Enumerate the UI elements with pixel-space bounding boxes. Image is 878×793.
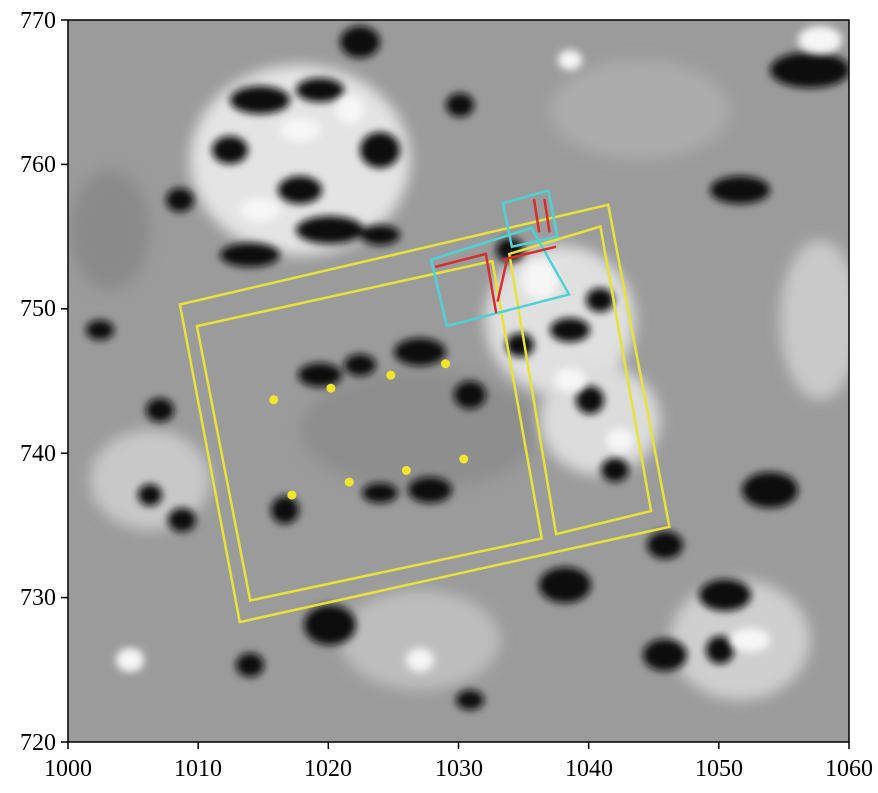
outline-outer-rectangle: [178, 203, 671, 624]
outline-feature-red-west: [434, 252, 498, 314]
y-axis-tick-labels: 720 730 740 750 760 770: [20, 8, 56, 756]
posthole-point: [441, 359, 450, 369]
x-tick-label: 1020: [304, 756, 352, 782]
posthole-markers: [269, 359, 469, 500]
x-tick-label: 1030: [435, 756, 483, 782]
outline-feature-box-large: [429, 226, 571, 328]
posthole-point: [344, 477, 354, 487]
posthole-point: [459, 454, 469, 464]
posthole-point: [386, 370, 396, 380]
posthole-point: [287, 490, 297, 500]
y-tick-label: 740: [20, 441, 56, 467]
x-tick-label: 1010: [174, 756, 222, 782]
y-tick-label: 750: [20, 296, 56, 322]
x-tick-label: 1060: [825, 756, 873, 782]
geophysical-survey-map: [68, 20, 849, 742]
y-tick-label: 770: [20, 8, 56, 34]
y-tick-label: 730: [20, 585, 56, 611]
outline-feature-red-tick: [543, 198, 551, 233]
outline-feature-red-tick: [532, 198, 541, 233]
outline-feature-red-mid: [496, 260, 508, 302]
posthole-point: [269, 395, 279, 405]
posthole-point: [326, 383, 336, 393]
outline-feature-red-east: [502, 245, 557, 261]
y-tick-label: 720: [20, 730, 56, 756]
x-tick-label: 1000: [44, 756, 92, 782]
outline-inner-room-east: [507, 224, 653, 536]
y-tick-label: 760: [20, 152, 56, 178]
axis-ticks: [61, 19, 850, 749]
outline-inner-room-west: [195, 259, 544, 602]
outline-feature-box-small: [501, 188, 559, 249]
overlay-layer: [178, 188, 671, 624]
posthole-point: [401, 466, 411, 475]
x-tick-label: 1040: [565, 756, 613, 782]
x-tick-label: 1050: [695, 756, 743, 782]
x-axis-tick-labels: 1000 1010 1020 1030 1040 1050 1060: [44, 756, 873, 782]
